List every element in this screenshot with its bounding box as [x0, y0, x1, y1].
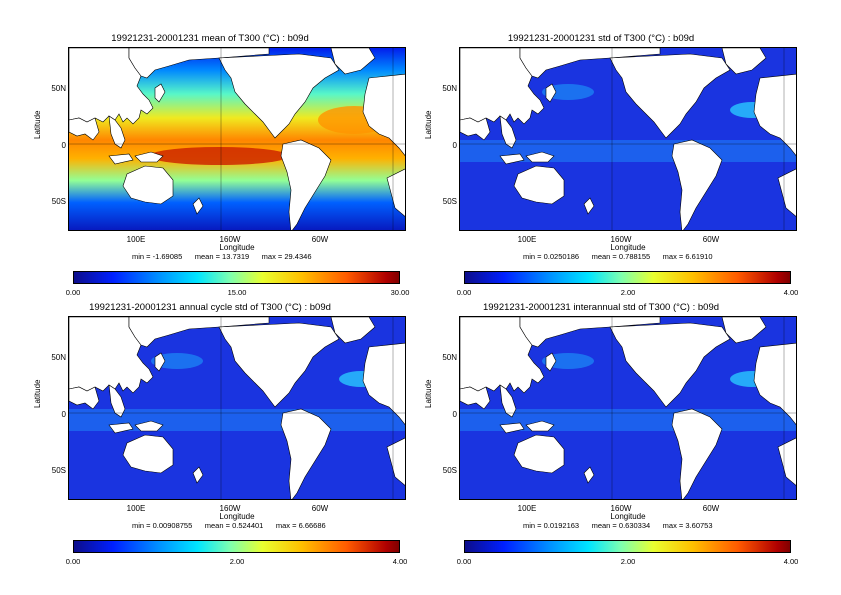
lon-tick: 100E: [517, 235, 537, 244]
colorbar-tick: 0.00: [456, 288, 472, 297]
y-axis-label: Latitude: [33, 110, 42, 139]
lon-tick: 60W: [311, 504, 329, 513]
map-panel-annual-cycle-std: 19921231-20001231 annual cycle std of T3…: [0, 269, 420, 566]
lat-tick: 50S: [51, 466, 66, 475]
field-statistics: min = 0.0250186 mean = 0.788155 max = 6.…: [523, 252, 713, 261]
lat-tick: 0: [61, 141, 66, 150]
lat-tick: 50S: [442, 197, 457, 206]
x-axis-label: Longitude: [610, 512, 646, 521]
lat-tick: 50S: [51, 197, 66, 206]
lat-tick: 0: [61, 410, 66, 419]
colorbar-tick: 4.00: [783, 288, 799, 297]
x-axis-label: Longitude: [610, 243, 646, 252]
colorbar-tick: 2.00: [620, 288, 636, 297]
lat-tick: 0: [452, 410, 457, 419]
lon-tick: 160W: [219, 235, 241, 244]
colorbar-tick: 4.00: [392, 557, 408, 566]
lon-tick: 60W: [702, 235, 720, 244]
map-title: 19921231-20001231 mean of T300 (°C) : b0…: [111, 33, 309, 44]
colorbar: [73, 271, 400, 284]
x-axis-label: Longitude: [219, 512, 255, 521]
map-plot-area: [68, 47, 406, 231]
lat-tick: 50S: [442, 466, 457, 475]
lon-tick: 160W: [610, 235, 632, 244]
lat-tick: 50N: [51, 84, 66, 93]
colorbar-tick: 2.00: [620, 557, 636, 566]
lon-tick: 60W: [702, 504, 720, 513]
colorbar: [73, 540, 400, 553]
y-axis-label: Latitude: [33, 379, 42, 408]
colorbar-tick: 4.00: [783, 557, 799, 566]
map-title: 19921231-20001231 std of T300 (°C) : b09…: [507, 33, 695, 44]
map-title: 19921231-20001231 annual cycle std of T3…: [89, 302, 331, 313]
colorbar-tick: 15.00: [227, 288, 247, 297]
y-axis-label: Latitude: [424, 379, 433, 408]
lat-tick: 50N: [442, 84, 457, 93]
lon-tick: 100E: [126, 504, 146, 513]
colorbar-tick: 0.00: [65, 288, 81, 297]
map-plot-area: [459, 47, 797, 231]
field-statistics: min = 0.0192163 mean = 0.630334 max = 3.…: [523, 521, 713, 530]
map-panel-std: 19921231-20001231 std of T300 (°C) : b09…: [391, 0, 811, 297]
lon-tick: 160W: [610, 504, 632, 513]
lon-tick: 60W: [311, 235, 329, 244]
map-panel-mean: 19921231-20001231 mean of T300 (°C) : b0…: [0, 0, 420, 297]
colorbar: [464, 540, 791, 553]
lat-tick: 50N: [51, 353, 66, 362]
colorbar-tick: 2.00: [229, 557, 245, 566]
lat-tick: 50N: [442, 353, 457, 362]
lon-tick: 160W: [219, 504, 241, 513]
colorbar-tick: 0.00: [65, 557, 81, 566]
map-panel-interannual-std: 19921231-20001231 interannual std of T30…: [391, 269, 811, 566]
lon-tick: 100E: [126, 235, 146, 244]
lon-tick: 100E: [517, 504, 537, 513]
colorbar: [464, 271, 791, 284]
field-statistics: min = -1.69085 mean = 13.7319 max = 29.4…: [132, 252, 312, 261]
map-title: 19921231-20001231 interannual std of T30…: [482, 302, 720, 313]
field-statistics: min = 0.00908755 mean = 0.524401 max = 6…: [132, 521, 326, 530]
colorbar-tick: 0.00: [456, 557, 472, 566]
lat-tick: 0: [452, 141, 457, 150]
map-plot-area: [459, 316, 797, 500]
x-axis-label: Longitude: [219, 243, 255, 252]
map-plot-area: [68, 316, 406, 500]
y-axis-label: Latitude: [424, 110, 433, 139]
colorbar-tick: 30.00: [390, 288, 410, 297]
